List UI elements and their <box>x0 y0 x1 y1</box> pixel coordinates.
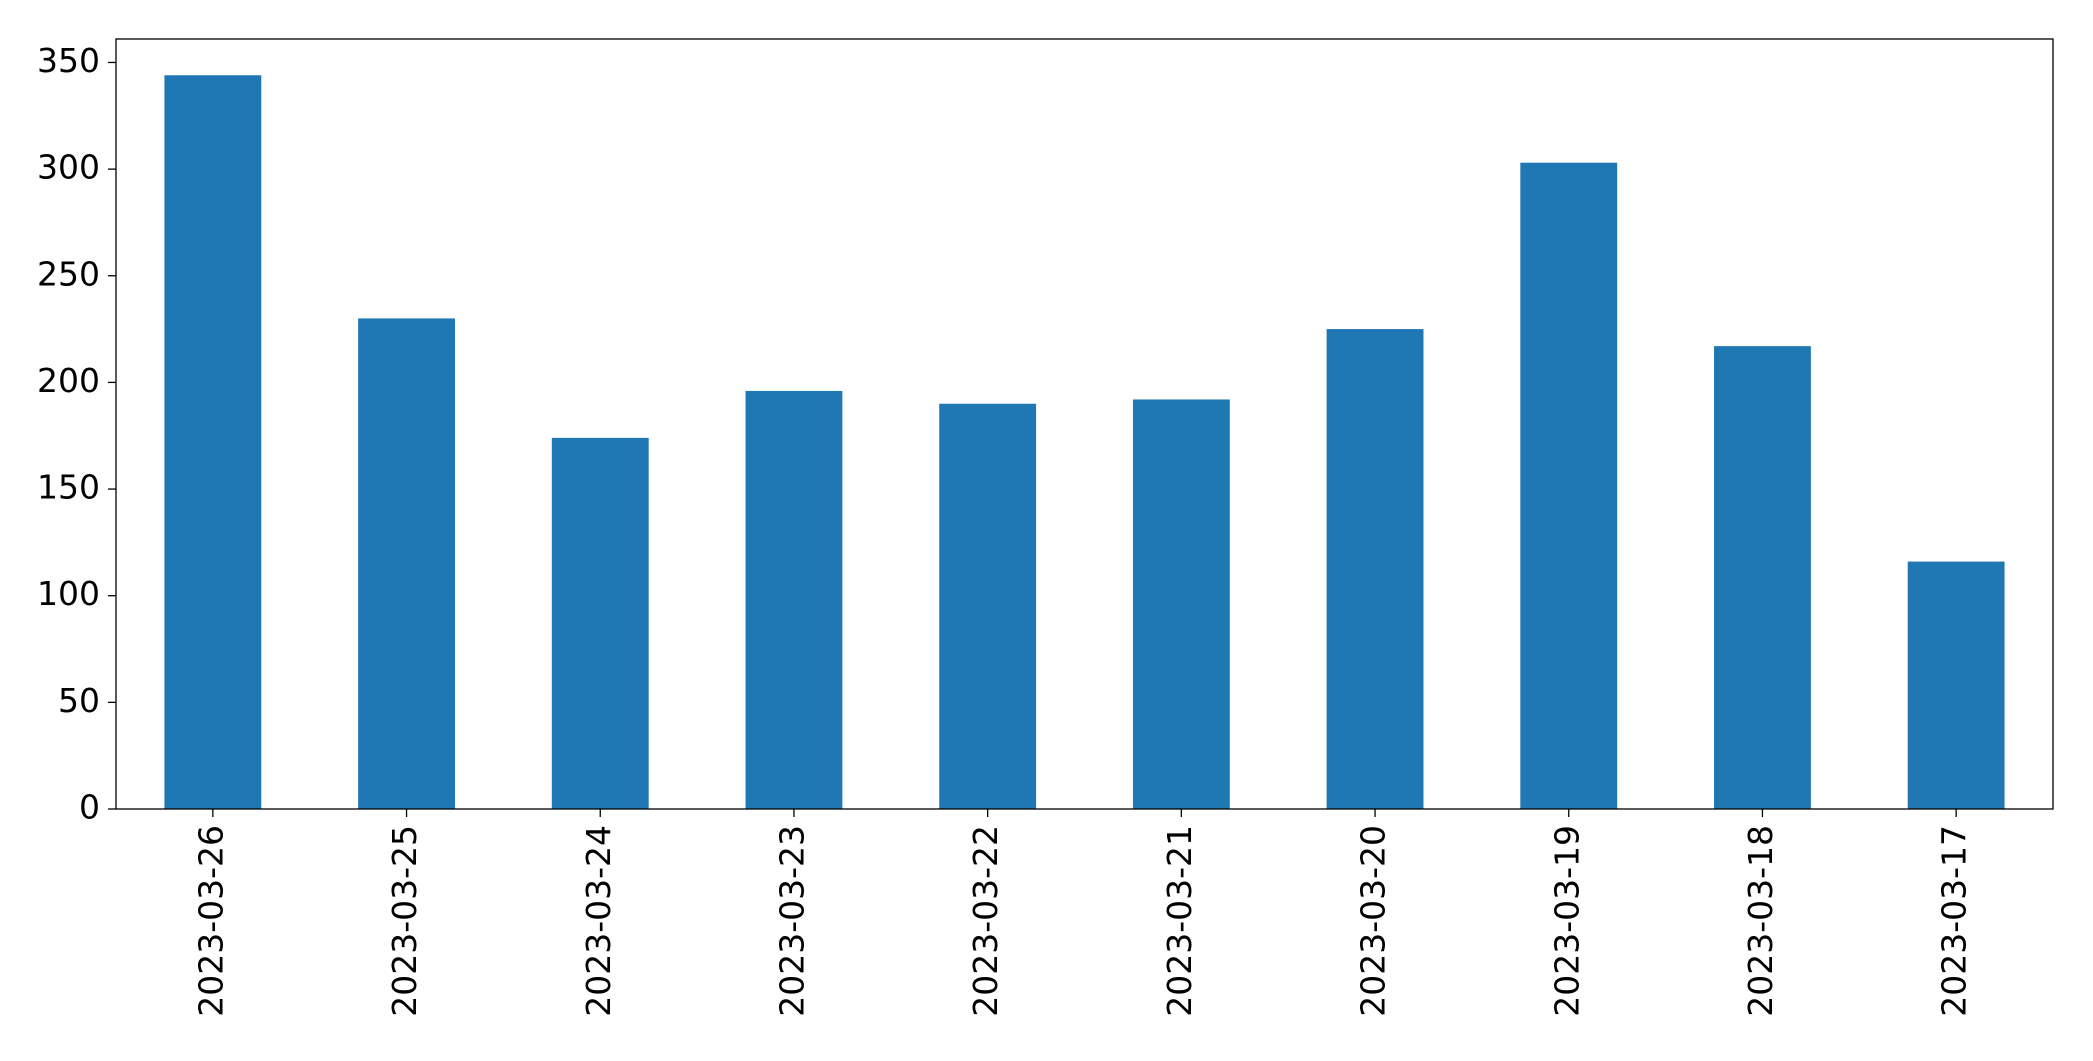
bar <box>745 390 843 809</box>
y-tick-label: 100 <box>37 574 100 613</box>
y-tick-label: 300 <box>37 148 100 187</box>
x-tick-label: 2023-03-25 <box>385 825 424 1017</box>
x-tick-label: 2023-03-21 <box>1160 825 1199 1017</box>
x-tick-label: 2023-03-18 <box>1741 825 1780 1017</box>
bar <box>1326 329 1424 809</box>
x-tick-label: 2023-03-26 <box>191 825 230 1017</box>
x-tick-label: 2023-03-20 <box>1354 825 1393 1017</box>
x-tick-label: 2023-03-24 <box>579 825 618 1017</box>
y-tick-label: 0 <box>79 788 100 827</box>
bar <box>1714 346 1811 809</box>
plot-frame <box>115 38 2054 810</box>
y-tick-label: 150 <box>37 468 100 507</box>
bar <box>164 75 262 810</box>
x-tick-label: 2023-03-19 <box>1547 825 1586 1017</box>
y-tick-label: 200 <box>37 361 100 400</box>
y-tick-label: 250 <box>37 254 100 293</box>
y-tick-label: 350 <box>37 41 100 80</box>
bar <box>939 403 1037 809</box>
y-tick-label: 50 <box>58 681 100 720</box>
x-tick-label: 2023-03-17 <box>1935 825 1974 1017</box>
bar <box>1520 162 1618 809</box>
x-tick-label: 2023-03-23 <box>772 825 811 1017</box>
x-tick-label: 2023-03-22 <box>966 825 1005 1017</box>
bar <box>358 318 455 809</box>
bar <box>1132 399 1230 809</box>
bar <box>1907 561 2005 809</box>
bar <box>551 437 649 809</box>
